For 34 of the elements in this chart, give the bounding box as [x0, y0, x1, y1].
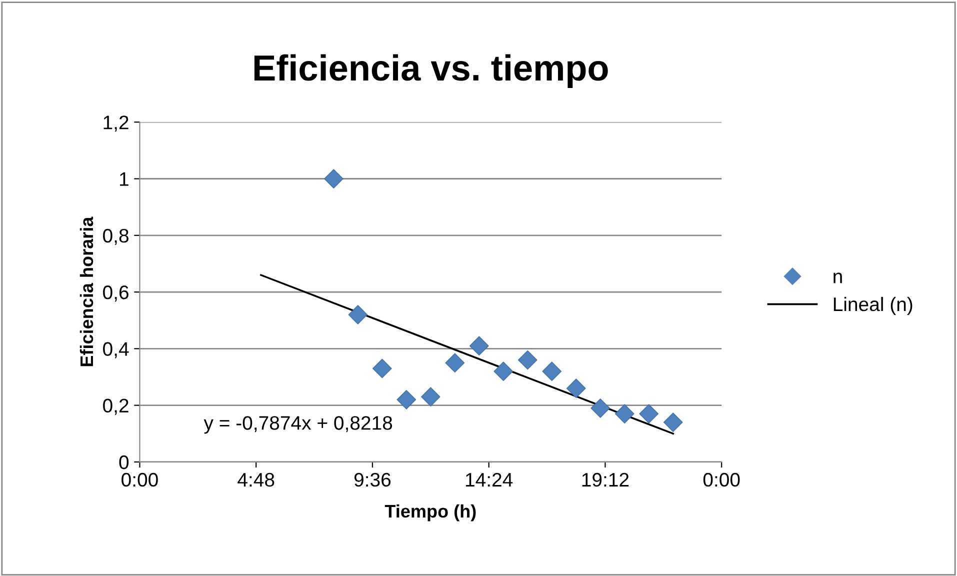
point: [542, 362, 562, 381]
annotation: y = -0,7874x + 0,8218: [204, 416, 392, 434]
point: [396, 390, 416, 410]
x-tick-label: 9:36: [354, 472, 391, 487]
point: [518, 350, 538, 370]
x-tick-label: 4:48: [238, 472, 274, 487]
point: [614, 404, 634, 424]
point: [420, 387, 440, 406]
point: [348, 305, 368, 324]
legend-label: Lineal (n): [834, 296, 912, 316]
y-tick-label: 0,2: [103, 398, 128, 415]
chart-title: Eficiencia vs. tiempo: [254, 54, 608, 88]
point: [566, 378, 586, 398]
y-tick-label: 0,6: [103, 286, 128, 302]
y-axis-title: Eficiencia horaria: [80, 216, 94, 366]
y-tick-label: 1: [120, 172, 128, 186]
point: [469, 336, 489, 356]
y-tick-label: 0,4: [103, 342, 129, 358]
y-tick-label: 0: [119, 455, 129, 470]
y-tick-label: 1,2: [104, 116, 128, 132]
x-tick-label: 0:00: [122, 472, 158, 487]
point: [663, 412, 683, 432]
point: [494, 362, 514, 381]
x-tick-label: 14:24: [466, 472, 513, 486]
y-tick-label: 0,8: [103, 228, 128, 245]
point: [590, 398, 610, 418]
legend-label: n: [834, 272, 842, 284]
x-tick-label: 19:12: [582, 472, 629, 487]
point: [639, 404, 659, 424]
point: [324, 169, 344, 188]
x-tick-label: 0:00: [703, 472, 740, 487]
point: [445, 353, 465, 372]
point: [372, 358, 392, 378]
x-axis-title: Tiempo (h): [384, 504, 476, 522]
